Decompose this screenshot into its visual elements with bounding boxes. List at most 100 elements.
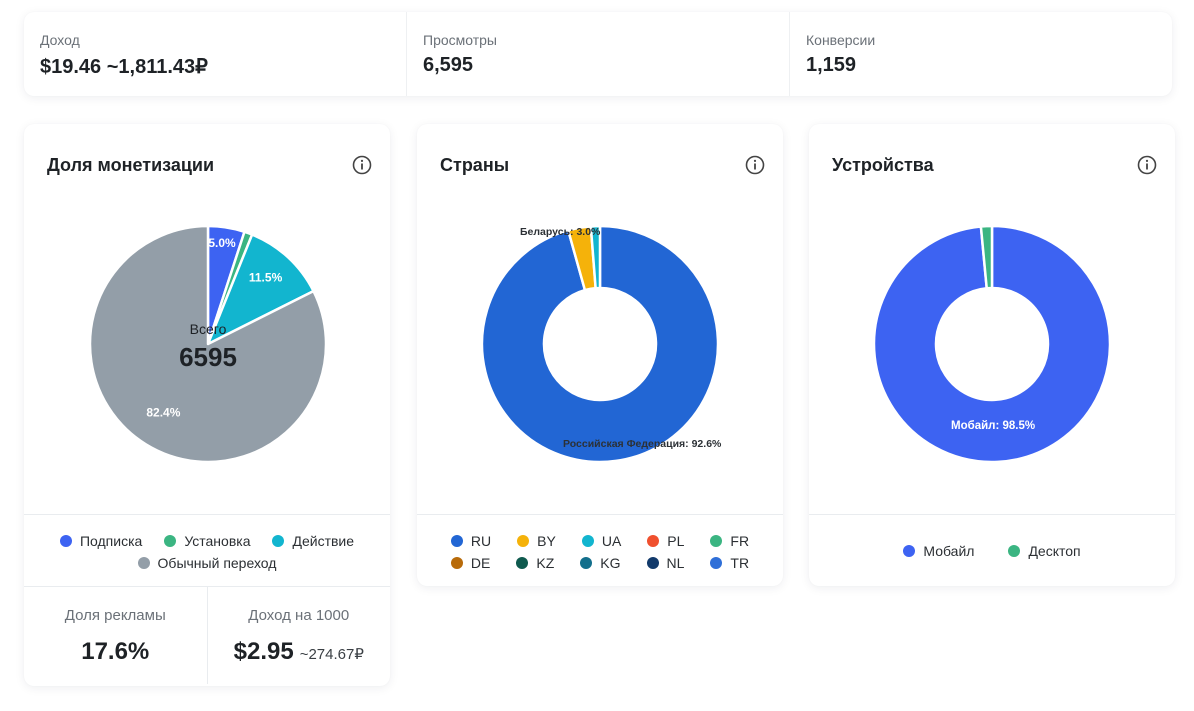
- stat-value: 1,159: [806, 54, 857, 76]
- pie-slice-обычный-переход[interactable]: [88, 224, 328, 464]
- legend: RU BY UA PL FR DE KZ KG NL TR: [417, 533, 783, 571]
- metric-value: 17.6%: [81, 638, 150, 665]
- card-header: Страны: [417, 124, 783, 182]
- monetization-pie-chart: 5.0% 11.5% 82.4% Всего 6595: [88, 224, 328, 464]
- slice-data-label: 11.5%: [249, 271, 283, 285]
- legend-item[interactable]: UA: [581, 533, 622, 549]
- legend-label: PL: [667, 533, 685, 549]
- legend-dot: [164, 535, 177, 547]
- legend-area: RU BY UA PL FR DE KZ KG NL TR: [417, 514, 783, 586]
- legend: Мобайл Десктоп: [809, 543, 1175, 559]
- stat-label: Конверсии: [806, 32, 876, 48]
- legend-item[interactable]: DE: [450, 555, 491, 571]
- legend-label: Мобайл: [923, 543, 975, 559]
- legend-label: Обычный переход: [157, 555, 277, 571]
- card-header: Доля монетизации: [24, 124, 390, 182]
- devices-card: Устройства Мобайл: 98.5% Мобайл Десктоп: [809, 124, 1175, 586]
- legend-label: RU: [470, 533, 492, 549]
- legend-dot: [517, 535, 530, 547]
- metric-label: Доход на 1000: [248, 607, 350, 624]
- legend-item[interactable]: Обычный переход: [137, 555, 277, 571]
- legend-item[interactable]: Действие: [272, 533, 354, 549]
- ad-share-metric: Доля рекламы 17.6%: [24, 587, 208, 684]
- slice-data-label: 82.4%: [146, 405, 180, 419]
- legend-dot: [137, 557, 150, 569]
- pie-slice-ua[interactable]: [589, 224, 602, 290]
- legend-dot: [580, 557, 593, 569]
- slice-data-label: Российская Федерация: 92.6%: [563, 438, 722, 450]
- slice-data-label: Беларусь: 3.0%: [520, 226, 601, 238]
- legend-area: Подписка Установка Действие Обычный переход: [24, 514, 390, 586]
- devices-donut-chart: Мобайл: 98.5%: [872, 224, 1112, 464]
- legend-dot: [710, 535, 723, 547]
- legend-dot: [272, 535, 285, 547]
- metric-value-wrap: $2.95 ~274.67₽: [208, 638, 391, 666]
- card-header: Устройства: [809, 124, 1175, 182]
- stat-income: Доход $19.46 ~1,811.43₽: [24, 12, 407, 96]
- legend-label: FR: [730, 533, 750, 549]
- legend-label: KZ: [536, 555, 555, 571]
- metric-sub-value: ~274.67₽: [299, 646, 364, 663]
- countries-donut-chart: Российская Федерация: 92.6% Беларусь: 3.0…: [480, 224, 722, 464]
- per1000-metric: Доход на 1000 $2.95 ~274.67₽: [208, 587, 391, 684]
- slice-data-label: 5.0%: [208, 236, 236, 250]
- metric-value: $2.95: [233, 638, 294, 665]
- legend-item[interactable]: RU: [450, 533, 492, 549]
- metric-label: Доля рекламы: [64, 607, 166, 624]
- legend-label: NL: [666, 555, 685, 571]
- legend: Подписка Установка Действие Обычный переход: [24, 533, 390, 571]
- legend-label: Десктоп: [1028, 543, 1081, 559]
- legend-label: BY: [537, 533, 556, 549]
- info-icon[interactable]: [352, 155, 372, 175]
- countries-card: Страны Российская Федерация: 92.6% Белару…: [417, 124, 783, 586]
- legend-label: UA: [601, 533, 622, 549]
- stat-conversions: Конверсии 1,159: [790, 12, 1172, 96]
- legend-item[interactable]: PL: [647, 533, 684, 549]
- legend-item[interactable]: BY: [517, 533, 556, 549]
- legend-item[interactable]: KG: [580, 555, 621, 571]
- legend-dot: [516, 557, 529, 569]
- pie-slice-мобайл[interactable]: [872, 224, 1112, 464]
- legend-dot: [59, 535, 72, 547]
- center-value: 6595: [179, 342, 237, 372]
- pie-slice-ru[interactable]: [480, 224, 720, 464]
- metrics-row: Доля рекламы 17.6% Доход на 1000 $2.95 ~2…: [24, 586, 390, 684]
- legend-item[interactable]: Мобайл: [903, 543, 974, 559]
- legend-item[interactable]: KZ: [516, 555, 554, 571]
- slice-data-label: Мобайл: 98.5%: [951, 420, 1035, 432]
- legend-dot: [710, 557, 723, 569]
- legend-label: Действие: [292, 533, 355, 549]
- stat-label: Просмотры: [423, 32, 497, 48]
- legend-item[interactable]: TR: [710, 555, 749, 571]
- stat-views: Просмотры 6,595: [407, 12, 790, 96]
- legend-item[interactable]: FR: [710, 533, 749, 549]
- card-title: Доля монетизации: [47, 154, 215, 175]
- legend-area: Мобайл Десктоп: [809, 514, 1175, 586]
- legend-label: TR: [730, 555, 750, 571]
- info-icon[interactable]: [1137, 155, 1157, 175]
- stat-label: Доход: [40, 32, 80, 48]
- legend-dot: [646, 557, 659, 569]
- legend-label: KG: [600, 555, 621, 571]
- info-icon[interactable]: [745, 155, 765, 175]
- legend-label: DE: [470, 555, 491, 571]
- stats-bar: Доход $19.46 ~1,811.43₽ Просмотры 6,595 …: [24, 12, 1172, 96]
- center-label: Всего: [190, 321, 227, 337]
- legend-dot: [450, 535, 463, 547]
- legend-item[interactable]: Установка: [164, 533, 250, 549]
- monetization-card: Доля монетизации 5.0% 11.5% 82.4% Всего 6595…: [24, 124, 390, 686]
- legend-dot: [903, 545, 916, 557]
- legend-label: Установка: [184, 533, 251, 549]
- legend-dot: [450, 557, 463, 569]
- legend-dot: [581, 535, 594, 547]
- stat-value: $19.46 ~1,811.43₽: [40, 56, 208, 78]
- legend-dot: [647, 535, 660, 547]
- legend-dot: [1008, 545, 1021, 557]
- legend-item[interactable]: Подписка: [59, 533, 143, 549]
- legend-item[interactable]: Десктоп: [1008, 543, 1081, 559]
- pie-slice-десктоп[interactable]: [979, 224, 994, 290]
- pie-slice-действие[interactable]: [206, 233, 315, 346]
- legend-label: Подписка: [79, 533, 143, 549]
- card-title: Страны: [440, 154, 510, 175]
- legend-item[interactable]: NL: [646, 555, 685, 571]
